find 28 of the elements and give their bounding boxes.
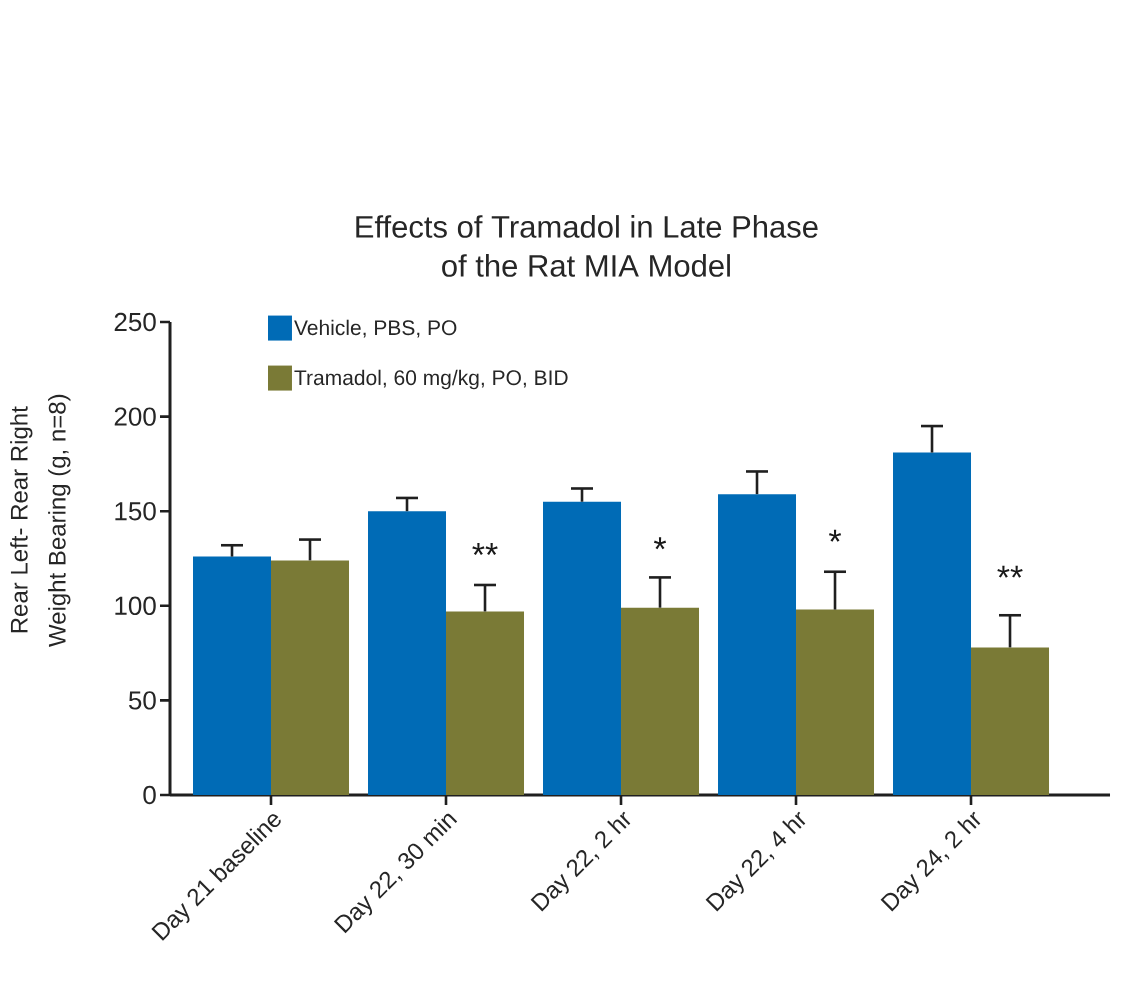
y-tick-label: 0 [143,785,156,805]
annotation: ** [472,543,498,555]
bar [718,494,797,795]
annotation: ** [997,565,1023,578]
legend-label: Tramadol, 60 mg/kg, PO, BID [294,369,568,390]
bar [621,607,700,795]
chart-title: Effects of Tramadol in Late Phase of the Rat MIA Model [356,215,818,277]
x-tick-label: Day 22, 4 hr [705,811,806,912]
bar [543,501,622,795]
bar [971,647,1050,795]
bar [271,560,350,795]
x-tick-label: Day 22, 30 min [333,813,458,934]
y-tick-label: 150 [115,501,156,521]
annotation: * [653,537,667,550]
y-tick-label: 200 [114,407,156,426]
bar [368,511,446,795]
y-axis-title: Rear Left- Rear Right Weight Bearing (g, n=8) [10,394,71,647]
bar [796,609,875,795]
legend-label: Vehicle, PBS, PO [294,319,457,338]
y-tick-label: 100 [115,596,156,615]
x-tick-label: Day 24, 2 hr [880,811,981,912]
bar [893,452,972,795]
y-tick-label: 250 [114,312,156,332]
bar [446,611,525,795]
x-tick-label: Day 22, 2 hr [530,811,631,912]
annotation: * [828,529,842,542]
bar [193,556,271,795]
y-tick-label: 50 [128,691,156,710]
